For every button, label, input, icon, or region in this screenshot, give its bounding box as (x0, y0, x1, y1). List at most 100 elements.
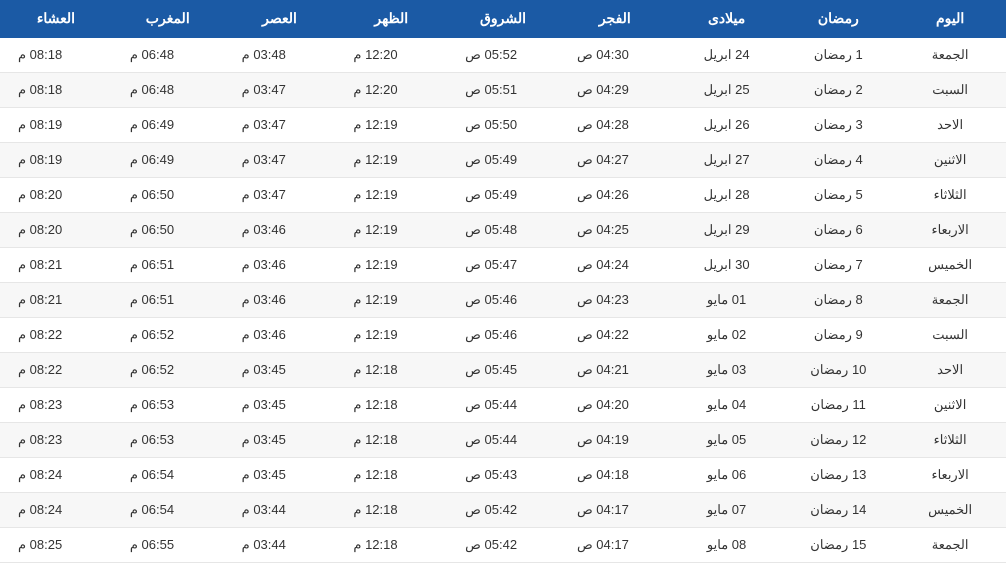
cell-asr: 03:47 م (224, 143, 336, 178)
cell-miladi: 25 ابريل (671, 73, 783, 108)
cell-day: الجمعة (894, 38, 1006, 73)
table-row: الاربعاء13 رمضان06 مايو04:18 ص05:43 ص12:… (0, 458, 1006, 493)
cell-dhuhr: 12:20 م (335, 38, 447, 73)
cell-asr: 03:46 م (224, 248, 336, 283)
cell-day: الاربعاء (894, 458, 1006, 493)
cell-dhuhr: 12:18 م (335, 388, 447, 423)
cell-fajr: 04:20 ص (559, 388, 671, 423)
cell-isha: 08:23 م (0, 423, 112, 458)
cell-shuruq: 05:49 ص (447, 178, 559, 213)
table-row: الخميس7 رمضان30 ابريل04:24 ص05:47 ص12:19… (0, 248, 1006, 283)
cell-ramadan: 6 رمضان (782, 213, 894, 248)
cell-dhuhr: 12:20 م (335, 73, 447, 108)
cell-shuruq: 05:52 ص (447, 38, 559, 73)
cell-ramadan: 14 رمضان (782, 493, 894, 528)
cell-fajr: 04:29 ص (559, 73, 671, 108)
cell-day: الاثنين (894, 388, 1006, 423)
col-isha: العشاء (0, 0, 112, 38)
header-row: اليوم رمضان ميلادى الفجر الشروق الظهر ال… (0, 0, 1006, 38)
cell-ramadan: 7 رمضان (782, 248, 894, 283)
cell-isha: 08:22 م (0, 318, 112, 353)
cell-shuruq: 05:50 ص (447, 108, 559, 143)
cell-day: الجمعة (894, 528, 1006, 563)
cell-maghrib: 06:52 م (112, 353, 224, 388)
cell-asr: 03:45 م (224, 388, 336, 423)
cell-day: السبت (894, 318, 1006, 353)
cell-maghrib: 06:52 م (112, 318, 224, 353)
cell-miladi: 06 مايو (671, 458, 783, 493)
cell-shuruq: 05:43 ص (447, 458, 559, 493)
cell-ramadan: 9 رمضان (782, 318, 894, 353)
cell-isha: 08:19 م (0, 108, 112, 143)
cell-shuruq: 05:46 ص (447, 318, 559, 353)
cell-shuruq: 05:42 ص (447, 528, 559, 563)
table-row: الاحد3 رمضان26 ابريل04:28 ص05:50 ص12:19 … (0, 108, 1006, 143)
table-row: الخميس14 رمضان07 مايو04:17 ص05:42 ص12:18… (0, 493, 1006, 528)
cell-isha: 08:19 م (0, 143, 112, 178)
table-row: الجمعة15 رمضان08 مايو04:17 ص05:42 ص12:18… (0, 528, 1006, 563)
col-miladi: ميلادى (671, 0, 783, 38)
cell-miladi: 03 مايو (671, 353, 783, 388)
cell-isha: 08:24 م (0, 493, 112, 528)
cell-fajr: 04:25 ص (559, 213, 671, 248)
cell-day: الاربعاء (894, 213, 1006, 248)
cell-asr: 03:45 م (224, 353, 336, 388)
table-row: الاثنين4 رمضان27 ابريل04:27 ص05:49 ص12:1… (0, 143, 1006, 178)
cell-fajr: 04:23 ص (559, 283, 671, 318)
table-row: السبت9 رمضان02 مايو04:22 ص05:46 ص12:19 م… (0, 318, 1006, 353)
cell-asr: 03:47 م (224, 73, 336, 108)
cell-maghrib: 06:54 م (112, 458, 224, 493)
table-row: الاثنين11 رمضان04 مايو04:20 ص05:44 ص12:1… (0, 388, 1006, 423)
prayer-times-table-wrap: اليوم رمضان ميلادى الفجر الشروق الظهر ال… (0, 0, 1006, 563)
cell-isha: 08:24 م (0, 458, 112, 493)
cell-asr: 03:47 م (224, 178, 336, 213)
cell-maghrib: 06:53 م (112, 388, 224, 423)
cell-maghrib: 06:53 م (112, 423, 224, 458)
cell-isha: 08:23 م (0, 388, 112, 423)
cell-ramadan: 1 رمضان (782, 38, 894, 73)
cell-dhuhr: 12:19 م (335, 178, 447, 213)
table-row: السبت2 رمضان25 ابريل04:29 ص05:51 ص12:20 … (0, 73, 1006, 108)
cell-isha: 08:22 م (0, 353, 112, 388)
cell-dhuhr: 12:18 م (335, 353, 447, 388)
table-row: الجمعة1 رمضان24 ابريل04:30 ص05:52 ص12:20… (0, 38, 1006, 73)
cell-asr: 03:46 م (224, 283, 336, 318)
prayer-times-table: اليوم رمضان ميلادى الفجر الشروق الظهر ال… (0, 0, 1006, 563)
cell-day: الثلاثاء (894, 423, 1006, 458)
cell-ramadan: 12 رمضان (782, 423, 894, 458)
cell-maghrib: 06:54 م (112, 493, 224, 528)
cell-miladi: 28 ابريل (671, 178, 783, 213)
cell-ramadan: 13 رمضان (782, 458, 894, 493)
table-row: الجمعة8 رمضان01 مايو04:23 ص05:46 ص12:19 … (0, 283, 1006, 318)
cell-shuruq: 05:47 ص (447, 248, 559, 283)
cell-miladi: 27 ابريل (671, 143, 783, 178)
cell-asr: 03:48 م (224, 38, 336, 73)
cell-dhuhr: 12:19 م (335, 108, 447, 143)
cell-day: السبت (894, 73, 1006, 108)
col-day: اليوم (894, 0, 1006, 38)
cell-ramadan: 8 رمضان (782, 283, 894, 318)
cell-day: الاحد (894, 353, 1006, 388)
cell-dhuhr: 12:19 م (335, 318, 447, 353)
cell-maghrib: 06:51 م (112, 283, 224, 318)
cell-ramadan: 15 رمضان (782, 528, 894, 563)
cell-fajr: 04:17 ص (559, 528, 671, 563)
cell-ramadan: 11 رمضان (782, 388, 894, 423)
cell-asr: 03:46 م (224, 213, 336, 248)
cell-fajr: 04:22 ص (559, 318, 671, 353)
cell-dhuhr: 12:19 م (335, 213, 447, 248)
cell-fajr: 04:17 ص (559, 493, 671, 528)
cell-miladi: 26 ابريل (671, 108, 783, 143)
cell-dhuhr: 12:18 م (335, 423, 447, 458)
cell-maghrib: 06:49 م (112, 108, 224, 143)
cell-miladi: 08 مايو (671, 528, 783, 563)
cell-isha: 08:25 م (0, 528, 112, 563)
col-asr: العصر (224, 0, 336, 38)
table-row: الاربعاء6 رمضان29 ابريل04:25 ص05:48 ص12:… (0, 213, 1006, 248)
col-fajr: الفجر (559, 0, 671, 38)
cell-isha: 08:18 م (0, 38, 112, 73)
cell-day: الاحد (894, 108, 1006, 143)
cell-fajr: 04:27 ص (559, 143, 671, 178)
cell-miladi: 04 مايو (671, 388, 783, 423)
cell-shuruq: 05:48 ص (447, 213, 559, 248)
